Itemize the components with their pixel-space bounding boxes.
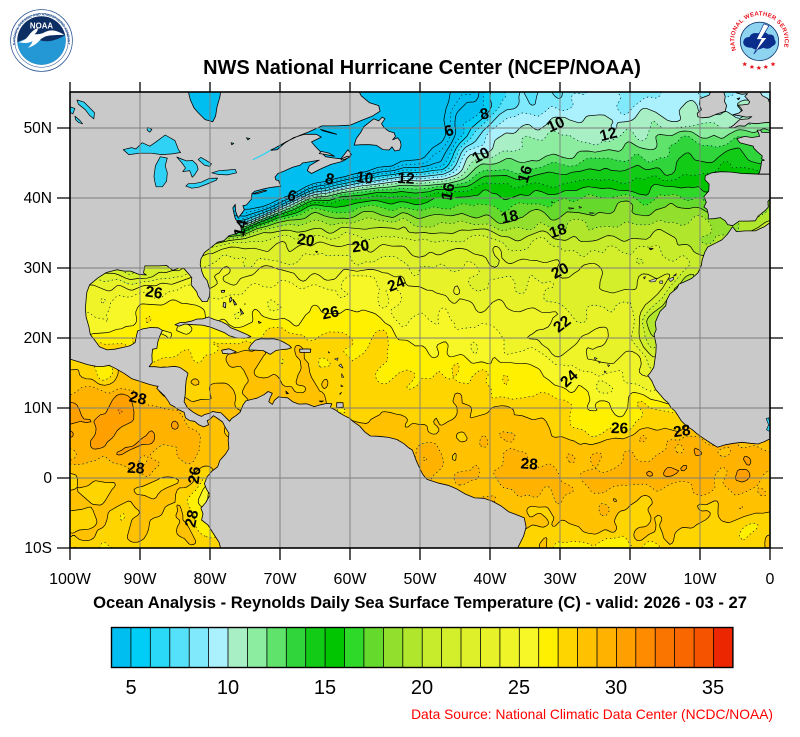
svg-text:10: 10 [470, 144, 493, 167]
svg-text:12: 12 [598, 124, 619, 145]
svg-text:16: 16 [438, 181, 458, 202]
svg-text:28: 28 [520, 455, 539, 473]
svg-text:26: 26 [185, 465, 204, 485]
svg-text:NOAA: NOAA [30, 22, 53, 31]
svg-text:26: 26 [144, 283, 164, 302]
svg-text:28: 28 [128, 389, 149, 409]
svg-text:20: 20 [296, 231, 315, 250]
svg-text:10: 10 [355, 169, 374, 188]
svg-text:14: 14 [231, 217, 252, 238]
svg-text:20: 20 [549, 260, 572, 283]
svg-text:18: 18 [547, 221, 569, 243]
svg-text:24: 24 [385, 273, 408, 295]
svg-text:26: 26 [611, 420, 629, 438]
svg-text:16: 16 [515, 163, 537, 185]
svg-text:12: 12 [397, 170, 415, 188]
svg-text:28: 28 [182, 508, 202, 529]
svg-text:18: 18 [500, 207, 521, 227]
svg-text:28: 28 [672, 422, 692, 441]
svg-text:20: 20 [351, 237, 370, 256]
svg-text:26: 26 [320, 303, 341, 323]
svg-text:8: 8 [479, 105, 491, 123]
svg-text:10: 10 [545, 114, 568, 137]
svg-text:28: 28 [127, 460, 146, 478]
